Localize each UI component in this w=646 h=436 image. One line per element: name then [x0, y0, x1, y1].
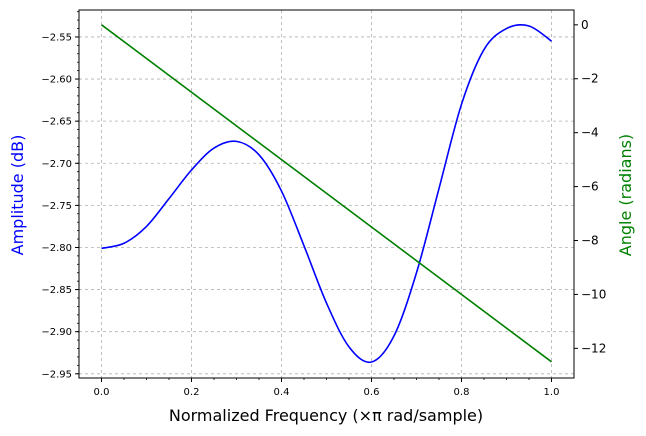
y-left-tick-label: −2.90 — [41, 327, 72, 338]
y-right-tick-label: −8 — [581, 234, 599, 248]
y-right-axis-ticks: 0 −2 −4 −6 −8 −10 −12 — [574, 18, 606, 355]
x-tick-label: 0.4 — [274, 387, 290, 398]
amplitude-line — [101, 24, 552, 364]
y-left-axis-label: Amplitude (dB) — [8, 135, 27, 256]
x-tick-label: 1.0 — [544, 387, 560, 398]
x-tick-label: 0.2 — [184, 387, 200, 398]
y-left-tick-label: −2.95 — [41, 369, 72, 380]
y-left-tick-label: −2.60 — [41, 75, 72, 86]
y-left-tick-label: −2.70 — [41, 159, 72, 170]
x-tick-label: 0.0 — [94, 387, 110, 398]
y-left-tick-label: −2.55 — [41, 32, 72, 43]
angle-line — [101, 24, 552, 363]
grid — [79, 10, 574, 378]
y-left-tick-label: −2.80 — [41, 243, 72, 254]
y-right-axis-label: Angle (radians) — [616, 134, 635, 256]
y-left-axis-ticks: −2.55 −2.60 −2.65 −2.70 −2.75 −2.80 −2.85 −2.90… — [41, 11, 79, 380]
y-right-tick-label: −10 — [581, 287, 606, 301]
x-tick-label: 0.6 — [364, 387, 380, 398]
y-right-tick-label: −6 — [581, 180, 599, 194]
y-right-tick-label: −4 — [581, 126, 599, 140]
y-right-tick-label: −12 — [581, 341, 606, 355]
x-tick-label: 0.8 — [454, 387, 470, 398]
y-left-tick-label: −2.85 — [41, 285, 72, 296]
y-right-tick-label: 0 — [581, 18, 589, 32]
x-axis-label: Normalized Frequency (×π rad/sample) — [169, 406, 483, 425]
x-axis-ticks: 0.0 0.2 0.4 0.6 0.8 1.0 — [94, 378, 560, 398]
y-right-tick-label: −2 — [581, 72, 599, 86]
y-left-tick-label: −2.75 — [41, 201, 72, 212]
y-left-tick-label: −2.65 — [41, 117, 72, 128]
plot-lines — [101, 24, 552, 364]
